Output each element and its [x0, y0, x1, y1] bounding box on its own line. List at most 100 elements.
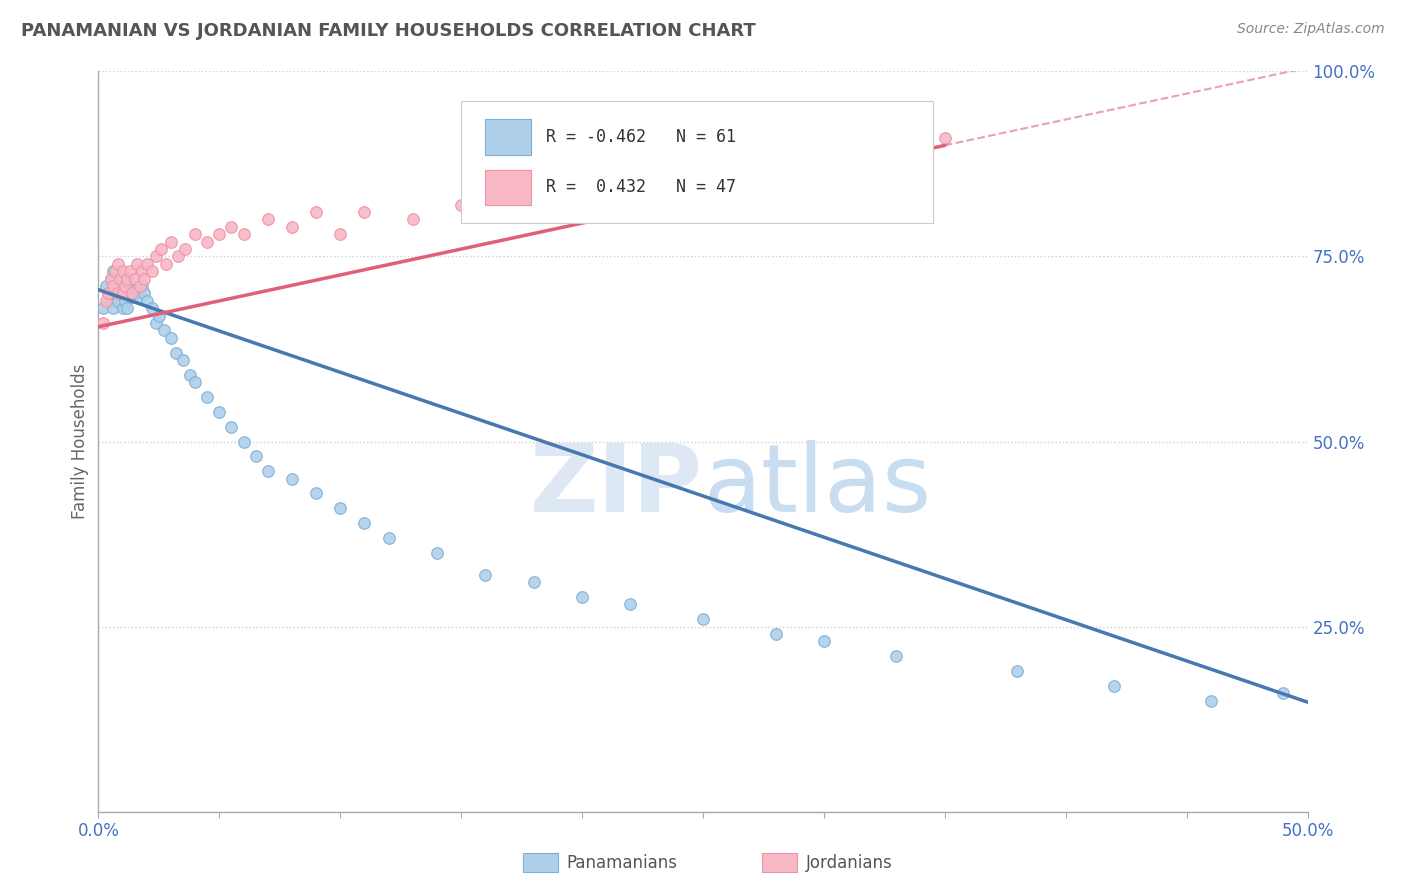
Point	[571, 168, 593, 182]
Point	[245, 450, 267, 464]
Point	[377, 531, 399, 545]
Point	[118, 286, 141, 301]
Point	[474, 567, 496, 582]
Point	[100, 271, 122, 285]
Point	[111, 279, 134, 293]
Point	[174, 242, 197, 256]
Point	[101, 301, 124, 316]
Point	[172, 353, 194, 368]
Text: ZIP: ZIP	[530, 440, 703, 532]
Point	[94, 279, 117, 293]
FancyBboxPatch shape	[461, 101, 932, 223]
Point	[100, 293, 122, 308]
Text: Source: ZipAtlas.com: Source: ZipAtlas.com	[1237, 22, 1385, 37]
Point	[305, 205, 328, 219]
Point	[134, 286, 156, 301]
Point	[150, 242, 173, 256]
Point	[281, 471, 304, 485]
Point	[114, 293, 136, 308]
Text: Panamanians: Panamanians	[567, 855, 678, 872]
Point	[141, 264, 163, 278]
Point	[184, 376, 207, 390]
Point	[221, 419, 243, 434]
Point	[426, 546, 449, 560]
Point	[195, 390, 218, 404]
Point	[329, 501, 352, 516]
Point	[121, 290, 143, 304]
Point	[145, 250, 167, 264]
Point	[167, 250, 190, 264]
Point	[148, 309, 170, 323]
Point	[135, 293, 157, 308]
Text: R =  0.432   N = 47: R = 0.432 N = 47	[546, 178, 735, 196]
Point	[155, 257, 177, 271]
Point	[1102, 679, 1125, 693]
Point	[100, 271, 122, 285]
Point	[765, 627, 787, 641]
Point	[281, 219, 304, 234]
Point	[450, 197, 472, 211]
Point	[860, 153, 883, 168]
Point	[101, 279, 124, 293]
Point	[716, 175, 738, 190]
Point	[111, 286, 134, 301]
Point	[135, 257, 157, 271]
Point	[232, 434, 254, 449]
Point	[619, 598, 641, 612]
Point	[108, 286, 131, 301]
Point	[1272, 686, 1295, 700]
Point	[124, 283, 146, 297]
Point	[305, 486, 328, 500]
Point	[256, 464, 278, 478]
Text: PANAMANIAN VS JORDANIAN FAMILY HOUSEHOLDS CORRELATION CHART: PANAMANIAN VS JORDANIAN FAMILY HOUSEHOLD…	[21, 22, 756, 40]
Point	[1007, 664, 1029, 678]
Point	[108, 271, 131, 285]
Point	[107, 257, 129, 271]
Point	[134, 271, 156, 285]
Point	[118, 279, 141, 293]
Point	[179, 368, 201, 382]
Point	[256, 212, 278, 227]
Point	[117, 301, 139, 316]
Point	[208, 405, 231, 419]
Point	[692, 612, 714, 626]
Point	[124, 271, 146, 285]
Point	[128, 279, 150, 293]
Y-axis label: Family Households: Family Households	[70, 364, 89, 519]
Point	[107, 293, 129, 308]
Point	[353, 516, 375, 530]
Point	[402, 212, 425, 227]
Point	[97, 286, 120, 301]
Point	[128, 290, 150, 304]
Point	[523, 575, 546, 590]
Point	[114, 286, 136, 301]
Point	[108, 271, 131, 285]
Point	[111, 264, 134, 278]
Point	[195, 235, 218, 249]
Point	[145, 316, 167, 330]
Text: R = -0.462   N = 61: R = -0.462 N = 61	[546, 128, 735, 145]
Point	[127, 286, 149, 301]
Point	[127, 257, 149, 271]
FancyBboxPatch shape	[485, 169, 531, 205]
Point	[208, 227, 231, 242]
Point	[117, 271, 139, 285]
Point	[114, 279, 136, 293]
Point	[934, 131, 956, 145]
Point	[644, 190, 666, 204]
Text: Jordanians: Jordanians	[806, 855, 893, 872]
Point	[152, 324, 174, 338]
Point	[117, 271, 139, 285]
FancyBboxPatch shape	[485, 119, 531, 154]
Point	[94, 293, 117, 308]
Point	[97, 286, 120, 301]
Point	[131, 264, 153, 278]
Point	[1199, 694, 1222, 708]
Point	[141, 301, 163, 316]
Point	[498, 183, 520, 197]
Point	[160, 331, 183, 345]
Point	[111, 301, 134, 316]
Point	[104, 271, 127, 285]
Point	[184, 227, 207, 242]
Point	[121, 286, 143, 301]
